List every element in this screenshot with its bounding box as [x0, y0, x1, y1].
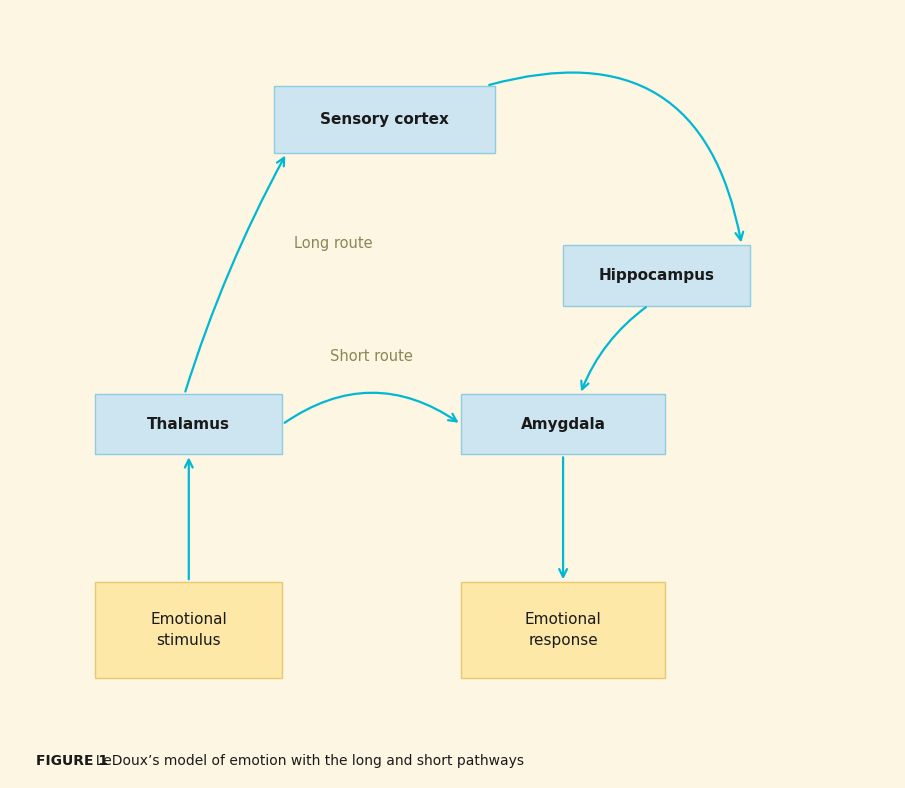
- FancyBboxPatch shape: [461, 394, 665, 455]
- FancyBboxPatch shape: [461, 582, 665, 678]
- Text: Thalamus: Thalamus: [148, 417, 230, 432]
- Text: Amygdala: Amygdala: [520, 417, 605, 432]
- Text: LeDoux’s model of emotion with the long and short pathways: LeDoux’s model of emotion with the long …: [87, 754, 524, 768]
- FancyBboxPatch shape: [95, 582, 282, 678]
- FancyBboxPatch shape: [274, 86, 495, 153]
- FancyBboxPatch shape: [95, 394, 282, 455]
- Text: Long route: Long route: [294, 236, 373, 251]
- Text: Short route: Short route: [330, 349, 413, 365]
- FancyBboxPatch shape: [563, 245, 750, 306]
- Text: FIGURE 1: FIGURE 1: [36, 754, 109, 768]
- Text: Hippocampus: Hippocampus: [599, 268, 715, 283]
- Text: Sensory cortex: Sensory cortex: [320, 112, 449, 127]
- Text: Emotional
response: Emotional response: [525, 612, 602, 648]
- Text: Emotional
stimulus: Emotional stimulus: [150, 612, 227, 648]
